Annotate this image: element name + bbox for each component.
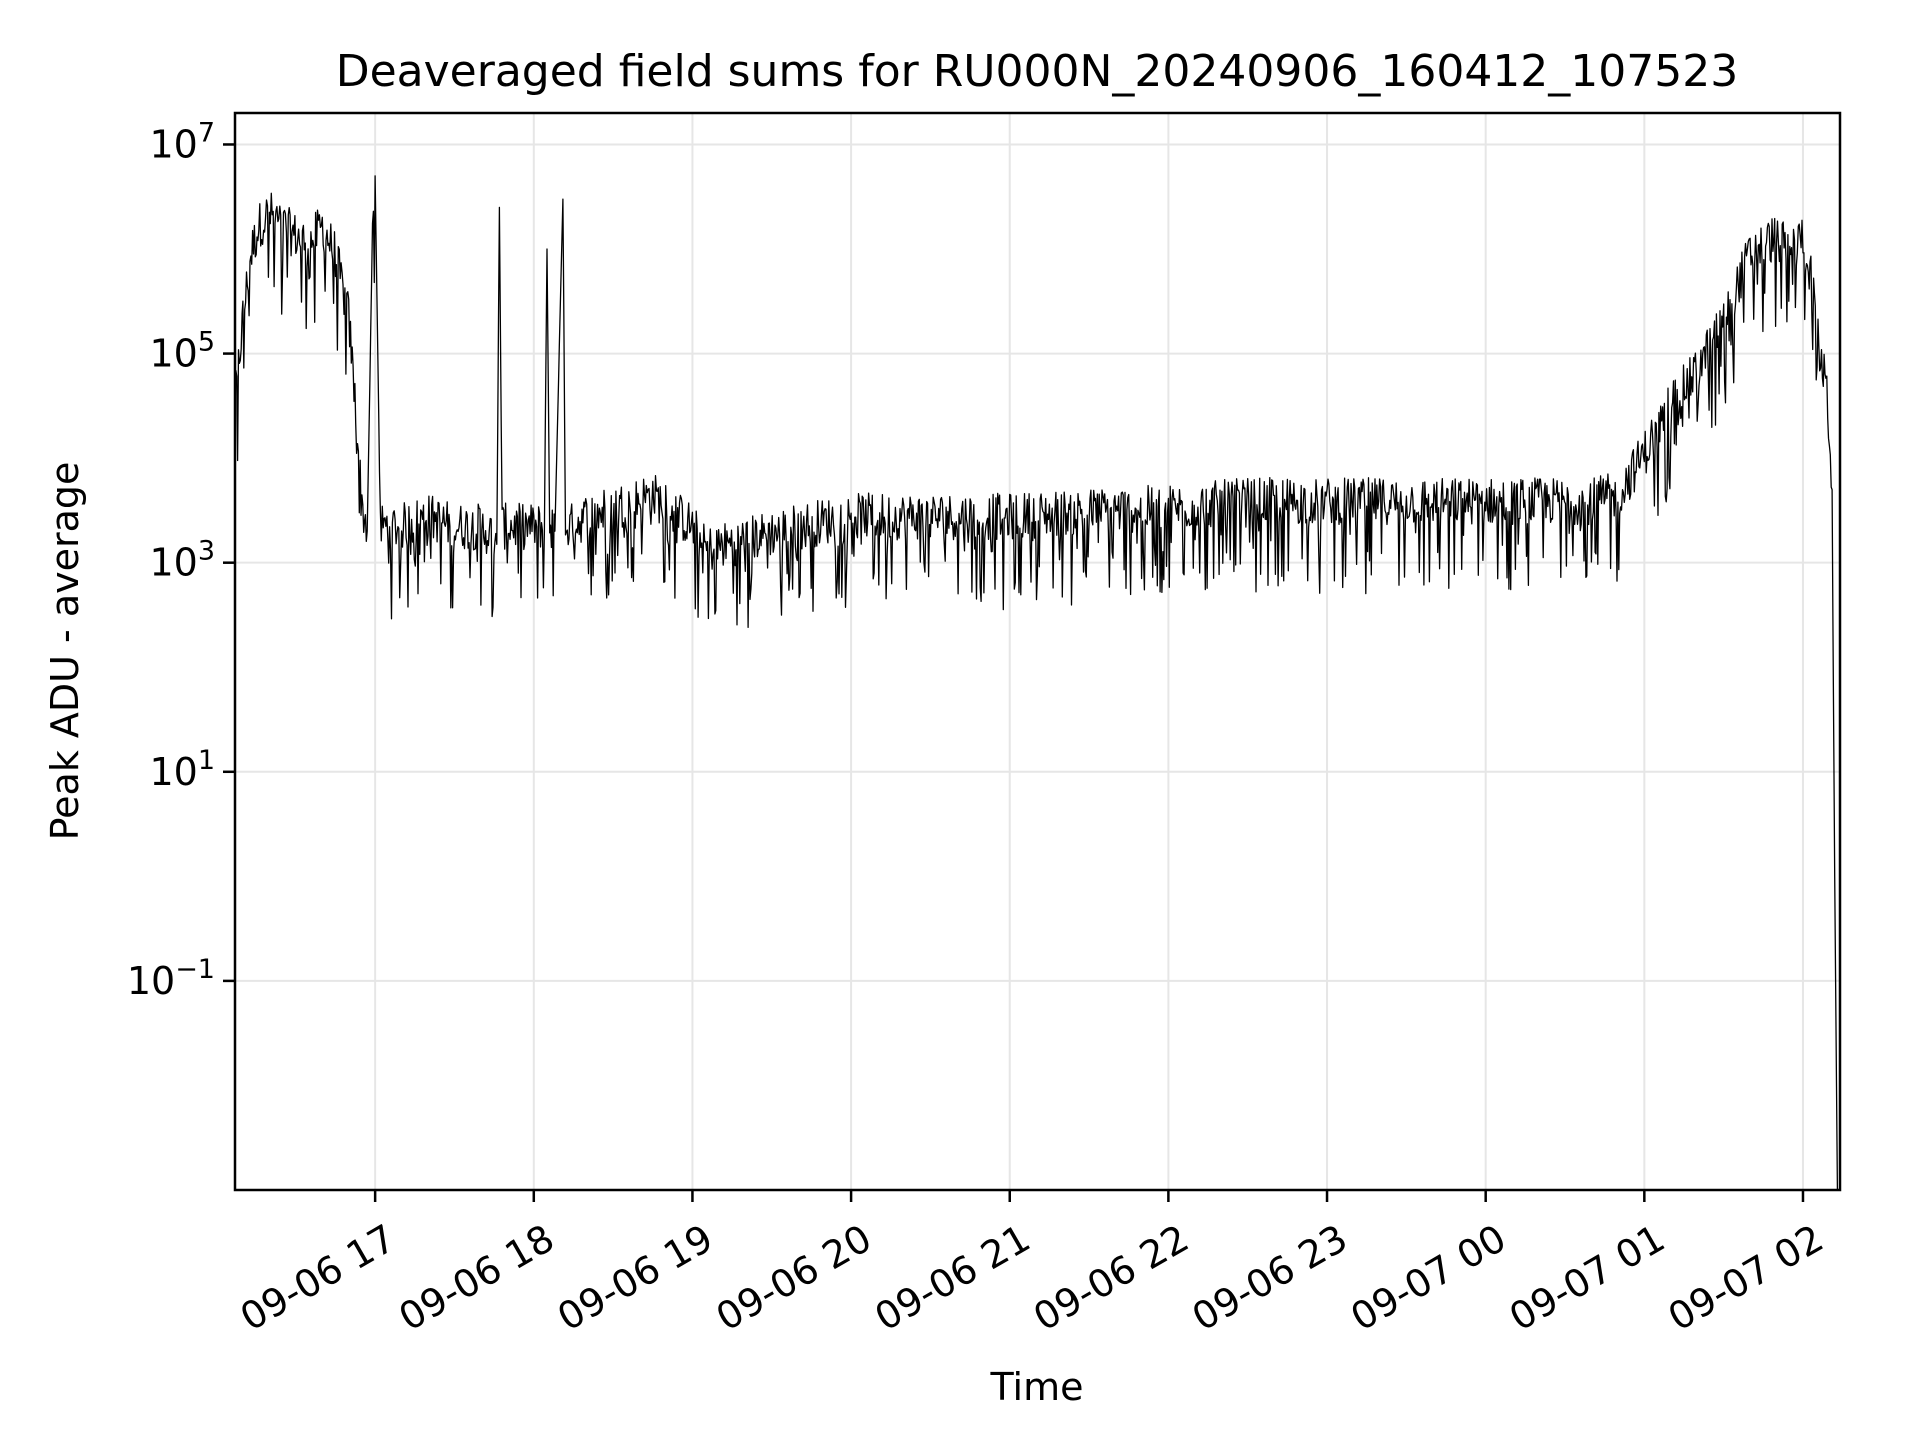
y-tick-label: 107 [149, 117, 215, 166]
series-line [234, 175, 1839, 1191]
y-tick-label: 101 [149, 745, 215, 794]
chart-title: Deaveraged field sums for RU000N_2024090… [336, 46, 1739, 97]
y-tick-label: 10−1 [127, 954, 215, 1003]
x-tick-label: 09-06 23 [1185, 1216, 1355, 1340]
x-tick-label: 09-06 19 [550, 1216, 720, 1340]
x-tick-label: 09-06 20 [709, 1216, 879, 1340]
y-axis-label: Peak ADU - average [43, 462, 87, 841]
plot-frame [233, 111, 1842, 1192]
x-axis-label: Time [990, 1365, 1084, 1409]
y-tick-label: 103 [149, 536, 215, 585]
x-tick-label: 09-06 18 [392, 1216, 562, 1340]
y-tick-label: 105 [149, 327, 215, 376]
x-tick-label: 09-07 00 [1343, 1216, 1513, 1340]
x-tick-label: 09-06 22 [1026, 1216, 1196, 1340]
grid-layer [235, 113, 1840, 1190]
x-tick-label: 09-07 01 [1502, 1216, 1672, 1340]
x-tick-label: 09-06 17 [233, 1216, 403, 1340]
x-tick-label: 09-06 21 [867, 1216, 1037, 1340]
x-tick-label: 09-07 02 [1661, 1216, 1831, 1340]
y-axis-ticks: 107 105 103 101 10−1 [127, 117, 235, 1003]
